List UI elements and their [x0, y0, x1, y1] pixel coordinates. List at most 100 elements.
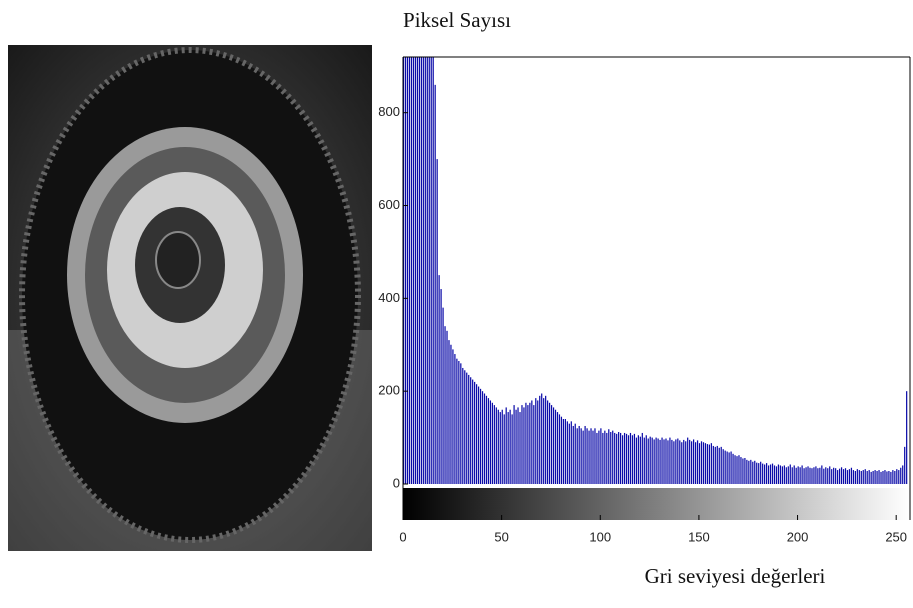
bar [752, 461, 754, 484]
bar [866, 471, 868, 484]
bar [519, 412, 521, 484]
bar [773, 465, 776, 484]
bar [523, 407, 525, 484]
bar [906, 391, 908, 484]
bar [716, 445, 718, 484]
bar [596, 432, 598, 484]
bar [527, 405, 529, 484]
bar [833, 467, 835, 484]
bar [491, 402, 493, 484]
bar [606, 432, 608, 484]
bar [687, 437, 689, 484]
bar [424, 57, 426, 484]
bar [835, 468, 837, 484]
bar [434, 84, 436, 484]
y-tick-label: 0 [393, 475, 400, 490]
bar [545, 395, 547, 484]
bar [458, 361, 460, 484]
bar [829, 466, 831, 484]
bar [821, 465, 823, 484]
bar [590, 428, 592, 484]
bar [643, 437, 645, 484]
tire-photo [8, 45, 372, 551]
bar [738, 455, 740, 484]
bar [414, 57, 417, 484]
bar [787, 466, 789, 484]
bar [566, 421, 568, 484]
bar [625, 433, 628, 484]
bar [795, 467, 797, 484]
bar [515, 409, 517, 484]
bar [645, 435, 647, 484]
bar [797, 466, 799, 484]
bar [742, 458, 744, 484]
bar [633, 433, 636, 484]
bar [462, 367, 464, 484]
x-axis-title: Gri seviyesi değerleri [645, 564, 826, 588]
bar [550, 405, 553, 484]
bar [604, 430, 606, 484]
bar [505, 407, 507, 484]
colorbar [403, 488, 910, 520]
bar [746, 459, 748, 484]
bar [501, 409, 503, 484]
bar [548, 402, 551, 484]
bar [842, 469, 845, 484]
bar [884, 470, 886, 484]
bar [655, 437, 657, 484]
bar [702, 442, 705, 484]
bar [647, 438, 649, 484]
bar [475, 384, 478, 484]
bar [608, 429, 610, 484]
bar [811, 468, 813, 484]
bar [531, 400, 533, 484]
bar [677, 438, 679, 484]
bar [452, 349, 454, 484]
bar [779, 465, 782, 484]
bar [765, 463, 768, 484]
bar [732, 453, 734, 484]
x-tick-label: 0 [399, 529, 406, 544]
bar [438, 275, 440, 484]
bar [854, 471, 856, 484]
x-tick-label: 200 [787, 529, 809, 544]
bar [874, 470, 876, 484]
bar [422, 57, 424, 484]
bar [819, 467, 821, 484]
bar [878, 470, 880, 484]
bar [653, 439, 655, 484]
bar [882, 471, 884, 484]
bar [760, 461, 762, 484]
bar [793, 465, 795, 484]
bar [556, 412, 559, 484]
bar [896, 469, 898, 484]
bar [681, 442, 683, 484]
bar [781, 466, 783, 484]
bar [734, 455, 736, 484]
bar [685, 441, 687, 484]
bar [785, 467, 787, 484]
bar [817, 468, 819, 484]
bar [827, 468, 829, 484]
bar [489, 400, 492, 484]
bar [485, 395, 488, 484]
bar [440, 289, 442, 484]
bar [860, 471, 862, 484]
bar [499, 412, 501, 484]
y-tick-label: 600 [378, 197, 400, 212]
bar [823, 468, 825, 484]
bar [799, 467, 801, 484]
bar [454, 354, 456, 484]
bar [754, 460, 756, 484]
bar [442, 307, 444, 484]
bar [547, 400, 549, 484]
bar [876, 471, 878, 484]
bar [552, 407, 555, 484]
bar [460, 363, 462, 484]
bar [722, 449, 724, 484]
bar [801, 465, 803, 484]
bar [621, 435, 624, 484]
bar [479, 388, 482, 484]
bar [600, 428, 602, 484]
x-tick-label: 150 [688, 529, 710, 544]
